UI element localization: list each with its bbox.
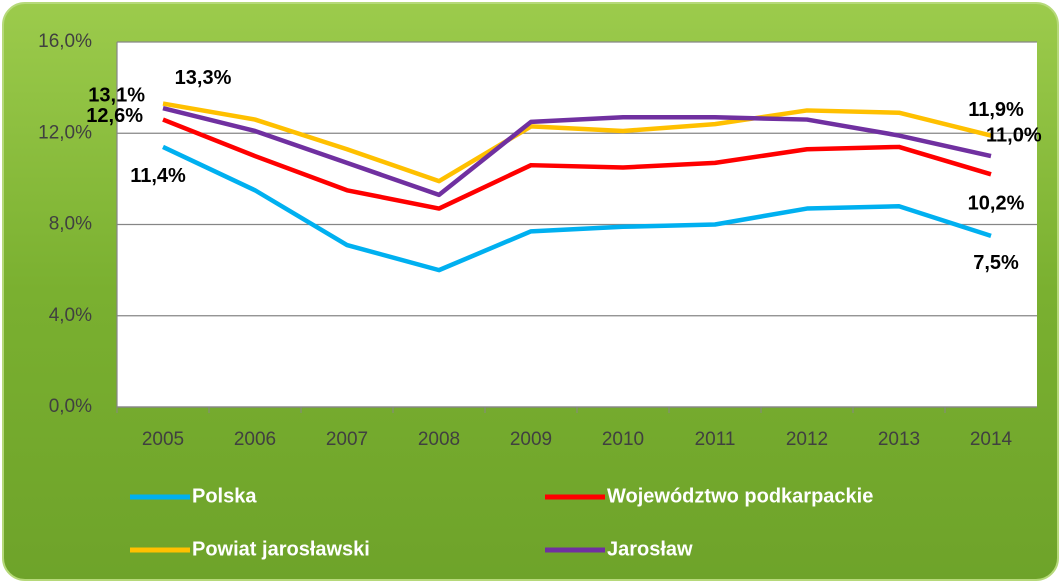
legend-label: Powiat jarosławski [192, 538, 370, 560]
data-label: 11,0% [986, 124, 1042, 146]
legend-label: Jarosław [607, 538, 693, 560]
y-tick-label: 0,0% [49, 396, 92, 417]
x-tick-label: 2009 [510, 429, 552, 450]
x-tick-label: 2011 [695, 429, 736, 450]
series-line [162, 101, 992, 184]
series-line [162, 144, 992, 273]
legend-label: Województwo podkarpackie [607, 485, 873, 507]
x-tick-label: 2013 [878, 429, 920, 450]
data-label: 11,9% [968, 99, 1024, 121]
y-tick-label: 8,0% [49, 214, 92, 235]
series-line [162, 117, 992, 211]
x-tick-label: 2007 [326, 429, 368, 450]
data-label: 7,5% [973, 252, 1019, 274]
data-label: 11,4% [130, 165, 186, 187]
series-line [162, 105, 992, 198]
y-tick-label: 16,0% [38, 31, 92, 52]
x-tick-label: 2010 [602, 429, 644, 450]
data-label: 13,3% [175, 67, 232, 89]
x-tick-label: 2006 [234, 429, 276, 450]
x-tick-label: 2012 [786, 429, 828, 450]
data-label: 12,6% [86, 105, 143, 127]
x-tick-label: 2008 [418, 429, 460, 450]
y-tick-label: 12,0% [38, 122, 92, 143]
x-tick-label: 2014 [970, 429, 1013, 450]
y-tick-label: 4,0% [49, 305, 92, 326]
legend-label: Polska [192, 485, 257, 507]
data-label: 10,2% [968, 193, 1025, 215]
data-label: 13,1% [88, 84, 145, 106]
x-tick-label: 2005 [142, 429, 184, 450]
